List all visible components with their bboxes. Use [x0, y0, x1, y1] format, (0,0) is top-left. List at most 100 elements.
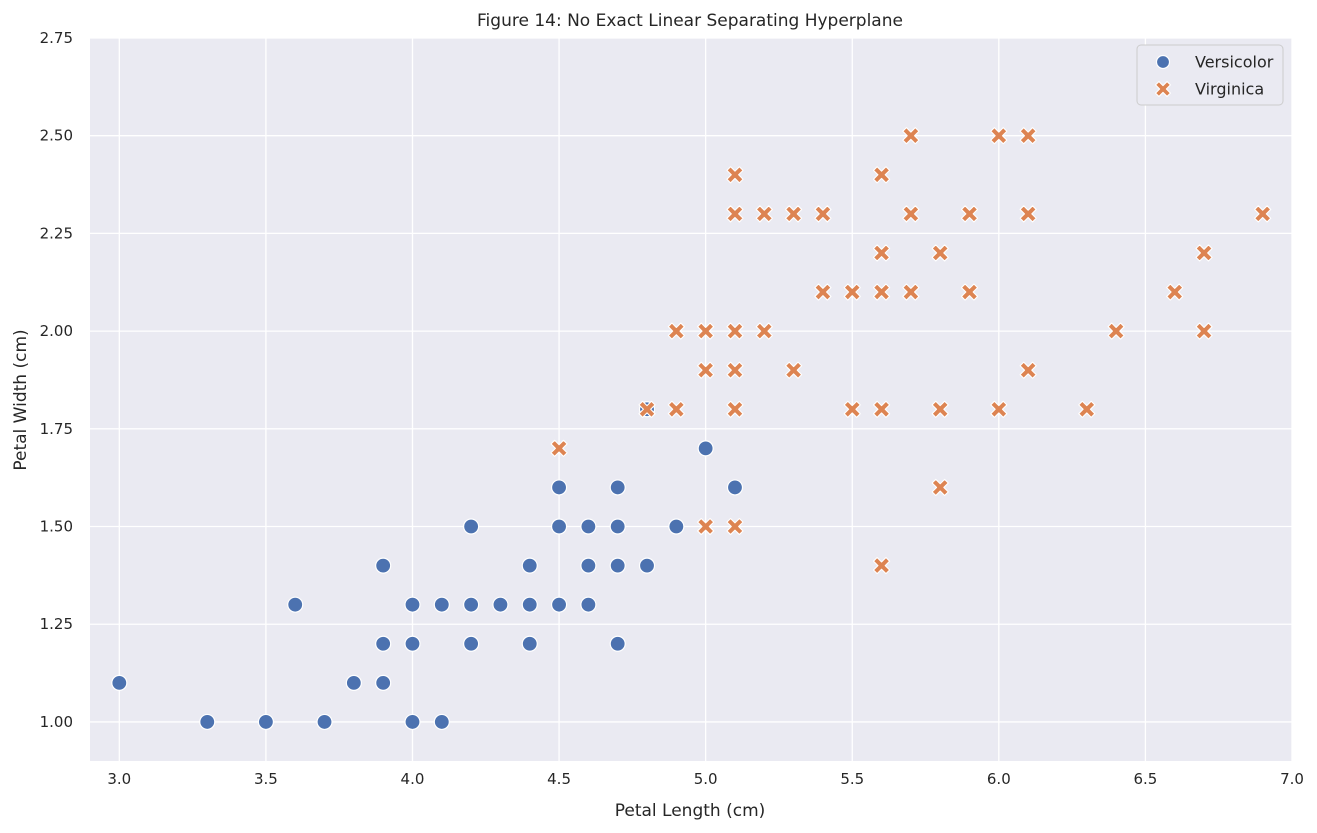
x-axis-label: Petal Length (cm)	[615, 801, 766, 821]
data-point	[667, 322, 685, 340]
data-point	[960, 205, 979, 223]
data-point	[580, 557, 597, 574]
legend-label: Versicolor	[1195, 53, 1274, 72]
data-point	[872, 166, 891, 184]
data-point	[1195, 244, 1213, 262]
data-point	[1254, 205, 1272, 223]
data-point	[580, 518, 597, 535]
y-tick-label: 1.50	[40, 518, 73, 536]
legend-label: Virginica	[1195, 80, 1264, 99]
data-point	[726, 361, 744, 379]
data-point	[433, 596, 450, 613]
data-point	[990, 400, 1008, 418]
x-tick-label: 5.0	[694, 770, 718, 788]
virginica-series	[550, 127, 1272, 575]
x-tick-label: 6.5	[1133, 770, 1157, 788]
data-point	[199, 713, 216, 731]
y-tick-label: 1.75	[40, 420, 73, 438]
y-tick-label: 1.00	[40, 713, 73, 731]
data-point	[755, 205, 773, 223]
data-point	[287, 596, 304, 613]
x-tick-label: 3.5	[254, 770, 278, 788]
data-point	[697, 517, 715, 536]
legend-box	[1136, 44, 1284, 106]
data-point	[990, 127, 1008, 145]
data-point	[726, 400, 744, 418]
data-point	[872, 400, 891, 418]
data-point	[784, 361, 803, 379]
data-point	[404, 596, 421, 613]
data-point	[404, 635, 421, 652]
x-tick-label: 5.5	[840, 770, 864, 788]
data-point	[550, 596, 568, 613]
data-point	[1107, 322, 1125, 340]
x-tick-label: 3.0	[107, 770, 131, 788]
data-point	[726, 166, 744, 184]
data-point	[521, 635, 538, 652]
data-point	[814, 283, 832, 301]
data-point	[609, 518, 626, 535]
chart-title: Figure 14: No Exact Linear Separating Hy…	[477, 11, 903, 31]
data-point	[1078, 400, 1096, 418]
data-point	[609, 557, 626, 574]
y-axis-label: Petal Width (cm)	[11, 329, 31, 470]
data-point	[463, 635, 480, 652]
data-point	[345, 674, 362, 691]
data-point	[638, 400, 656, 418]
x-tick-label: 6.0	[987, 770, 1011, 788]
data-point	[726, 322, 744, 340]
data-point	[1019, 127, 1037, 145]
data-point	[872, 556, 891, 575]
data-point	[257, 713, 275, 731]
plot-area	[90, 38, 1292, 761]
data-point	[433, 713, 450, 731]
data-point	[521, 596, 538, 613]
data-point	[872, 283, 891, 301]
data-point	[550, 479, 568, 496]
data-point	[550, 439, 568, 457]
data-point	[1019, 205, 1037, 223]
x-tick-label: 4.0	[401, 770, 425, 788]
data-point	[697, 440, 714, 457]
x-tick-label: 7.0	[1280, 770, 1304, 788]
data-point	[755, 322, 773, 340]
y-tick-label: 2.50	[40, 127, 73, 145]
data-point	[463, 518, 480, 535]
data-point	[521, 557, 538, 574]
data-point	[726, 205, 744, 223]
data-point	[726, 517, 744, 536]
data-point	[931, 478, 949, 497]
data-point	[1019, 361, 1037, 379]
data-point	[668, 518, 685, 535]
data-points	[111, 127, 1272, 731]
x-tick-label: 4.5	[547, 770, 571, 788]
data-point	[375, 557, 392, 574]
legend-marker	[1155, 81, 1171, 97]
data-point	[697, 322, 715, 340]
data-point	[638, 557, 656, 574]
y-tick-label: 2.00	[40, 322, 73, 340]
data-point	[609, 479, 626, 496]
data-point	[550, 518, 568, 535]
legend-marker	[1155, 54, 1171, 70]
data-point	[609, 635, 626, 652]
legend: Versicolor Virginica	[1136, 44, 1284, 106]
data-point	[111, 674, 128, 691]
data-point	[375, 635, 392, 652]
axis-ticks: 3.0 3.5 4.0 4.5 5.0 5.5 6.0 6.5 7.0 1.00 1.25 1.50 1…	[40, 29, 1304, 788]
data-point	[931, 400, 949, 418]
y-tick-label: 2.75	[40, 29, 73, 47]
data-point	[697, 361, 715, 379]
data-point	[375, 674, 392, 691]
data-point	[843, 400, 861, 418]
data-point	[726, 479, 744, 496]
y-tick-label: 2.25	[40, 224, 73, 242]
data-point	[1166, 283, 1184, 301]
data-point	[931, 244, 949, 262]
data-point	[843, 283, 861, 301]
data-point	[463, 596, 480, 613]
grid-lines	[90, 37, 1293, 761]
y-tick-label: 1.25	[40, 615, 73, 633]
data-point	[814, 205, 832, 223]
